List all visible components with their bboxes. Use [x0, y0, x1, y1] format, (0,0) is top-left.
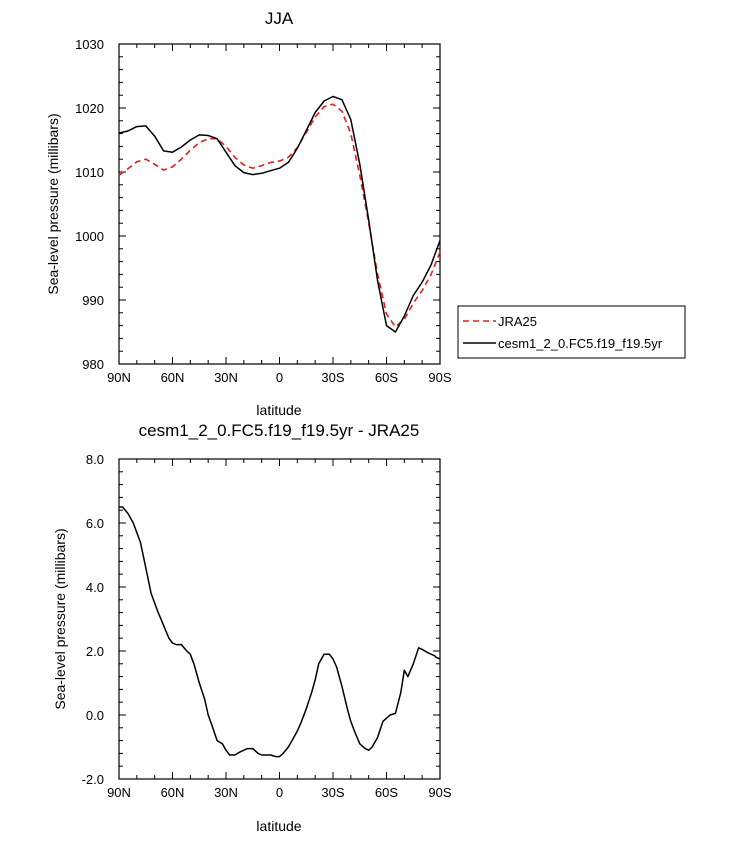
y-tick-label: 4.0: [86, 580, 104, 595]
series-line-0: [118, 103, 441, 328]
bottom-chart-panel: cesm1_2_0.FC5.f19_f19.5yr - JRA25 90N 60N…: [52, 421, 452, 834]
axis-ticks: 90N 60N 30N 0 30S 60S 90S 980 990 1000 1010 1020 103…: [75, 37, 452, 385]
series-line-1: [118, 95, 441, 333]
y-tick-label: 0.0: [86, 708, 104, 723]
top-chart-panel: JJA 90N 60N 30N 0 30S 60S 90S 980 990 1000 1010 102…: [45, 9, 686, 418]
plot-frame: [118, 43, 441, 365]
x-tick-label: 60S: [375, 370, 398, 385]
x-tick-label: 90N: [107, 370, 131, 385]
x-tick-label: 30S: [321, 785, 344, 800]
y-tick-label: -2.0: [82, 772, 104, 787]
y-tick-label: 1000: [75, 229, 104, 244]
x-axis-label: latitude: [256, 818, 301, 834]
x-tick-label: 30S: [321, 370, 344, 385]
x-axis-label: latitude: [256, 402, 301, 418]
chart-title: JJA: [265, 9, 294, 28]
x-tick-label: 90S: [428, 785, 451, 800]
y-tick-label: 980: [82, 357, 104, 372]
y-axis-label: Sea-level pressure (millibars): [52, 528, 68, 709]
y-tick-label: 8.0: [86, 452, 104, 467]
y-tick-label: 2.0: [86, 644, 104, 659]
series-line-0: [119, 506, 441, 758]
x-tick-label: 0: [276, 785, 283, 800]
chart-title: cesm1_2_0.FC5.f19_f19.5yr - JRA25: [139, 421, 420, 440]
x-tick-label: 30N: [214, 370, 238, 385]
y-tick-label: 1030: [75, 37, 104, 52]
y-tick-label: 990: [82, 293, 104, 308]
series-lines: [119, 506, 441, 758]
plot-frame: [118, 458, 441, 780]
x-tick-label: 60N: [161, 785, 185, 800]
legend: JRA25 cesm1_2_0.FC5.f19_f19.5yr: [457, 305, 686, 359]
x-tick-label: 90S: [428, 370, 451, 385]
legend-label-cesm: cesm1_2_0.FC5.f19_f19.5yr: [498, 336, 663, 351]
x-tick-label: 60S: [375, 785, 398, 800]
y-axis-label: Sea-level pressure (millibars): [45, 113, 61, 294]
y-tick-label: 1020: [75, 101, 104, 116]
y-tick-label: 1010: [75, 165, 104, 180]
x-tick-label: 0: [276, 370, 283, 385]
legend-label-jra25: JRA25: [498, 314, 537, 329]
x-tick-label: 30N: [214, 785, 238, 800]
axis-ticks: 90N 60N 30N 0 30S 60S 90S -2.0 0.0 2.0 4.0 6.0 8.0: [82, 452, 452, 800]
x-tick-label: 90N: [107, 785, 131, 800]
legend-box: [457, 305, 686, 359]
y-tick-label: 6.0: [86, 516, 104, 531]
series-lines: [118, 95, 441, 333]
x-tick-label: 60N: [161, 370, 185, 385]
